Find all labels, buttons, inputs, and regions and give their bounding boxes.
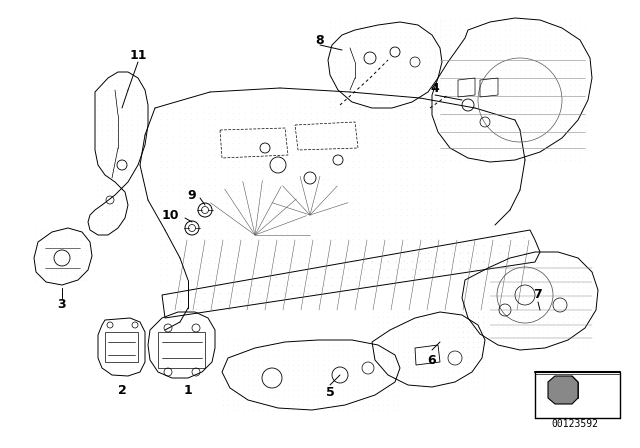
Text: 4: 4 — [431, 82, 440, 95]
Text: 00123592: 00123592 — [552, 419, 598, 429]
Text: 9: 9 — [188, 189, 196, 202]
Text: 6: 6 — [428, 353, 436, 366]
Text: 5: 5 — [326, 385, 334, 399]
Text: 7: 7 — [534, 289, 542, 302]
Text: 8: 8 — [316, 34, 324, 47]
Polygon shape — [548, 376, 578, 404]
Text: 2: 2 — [118, 383, 126, 396]
Text: 10: 10 — [161, 208, 179, 221]
Text: 3: 3 — [58, 298, 67, 311]
Text: 1: 1 — [184, 383, 193, 396]
Text: 11: 11 — [129, 48, 147, 61]
